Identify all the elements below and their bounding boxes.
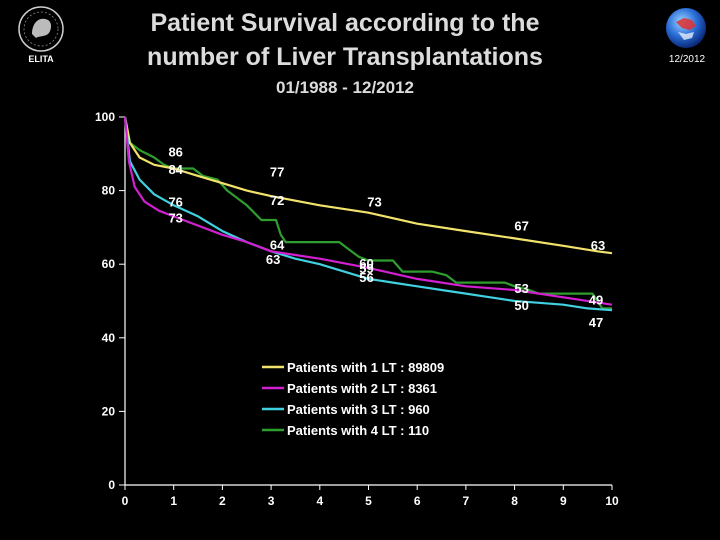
data-label-56: 56 [359,270,373,285]
x-tick-label-7: 7 [463,494,470,508]
data-label-72: 72 [270,193,284,208]
x-tick-label-1: 1 [170,494,177,508]
data-label-86: 86 [168,145,182,160]
x-tick-label-5: 5 [365,494,372,508]
x-tick-label-6: 6 [414,494,421,508]
legend-label-2: Patients with 2 LT : 8361 [287,381,437,396]
y-tick-label-100: 100 [95,110,115,124]
y-tick-label-80: 80 [102,184,116,198]
y-tick-label-0: 0 [108,478,115,492]
data-label-59: 59 [359,261,373,276]
x-tick-label-10: 10 [605,494,619,508]
data-label-76: 76 [168,194,182,209]
data-label-73: 73 [367,194,381,209]
data-label-47: 47 [589,315,603,330]
page-title: Patient Survival according to the number… [80,6,610,74]
data-label-53: 53 [514,281,528,296]
date-label: 12/2012 [668,54,706,65]
data-label-77: 77 [270,165,284,180]
data-label-60: 60 [359,256,373,271]
y-tick-label-60: 60 [102,257,116,271]
x-tick-label-8: 8 [511,494,518,508]
page-subtitle: 01/1988 - 12/2012 [275,78,414,97]
x-tick-label-3: 3 [268,494,275,508]
series-line-4-lt [123,116,612,310]
y-tick-label-20: 20 [102,404,116,418]
x-tick-label-0: 0 [122,494,129,508]
title-line-2: number of Liver Transplantations [147,43,543,71]
series-line-1-lt [123,116,613,255]
data-label-67: 67 [514,218,528,233]
data-label-73: 73 [168,210,182,225]
elita-logo-text: ELITA [28,54,54,64]
x-tick-label-4: 4 [316,494,323,508]
legend-label-3: Patients with 3 LT : 960 [287,402,430,417]
data-label-84: 84 [168,162,183,177]
data-label-49: 49 [589,293,603,308]
legend-label-4: Patients with 4 LT : 110 [287,423,429,438]
series-line-2-lt [123,116,613,306]
data-label-64: 64 [270,237,285,252]
elita-logo: ELITA [10,4,72,66]
y-tick-label-40: 40 [102,331,116,345]
series-line-3-lt [123,116,613,312]
legend-label-1: Patients with 1 LT : 89809 [287,360,444,375]
x-tick-label-2: 2 [219,494,226,508]
x-tick-label-9: 9 [560,494,567,508]
data-label-63: 63 [266,252,280,267]
data-label-50: 50 [514,298,528,313]
data-label-63: 63 [591,238,605,253]
globe-logo [662,4,710,70]
title-line-1: Patient Survival according to the [150,9,540,37]
